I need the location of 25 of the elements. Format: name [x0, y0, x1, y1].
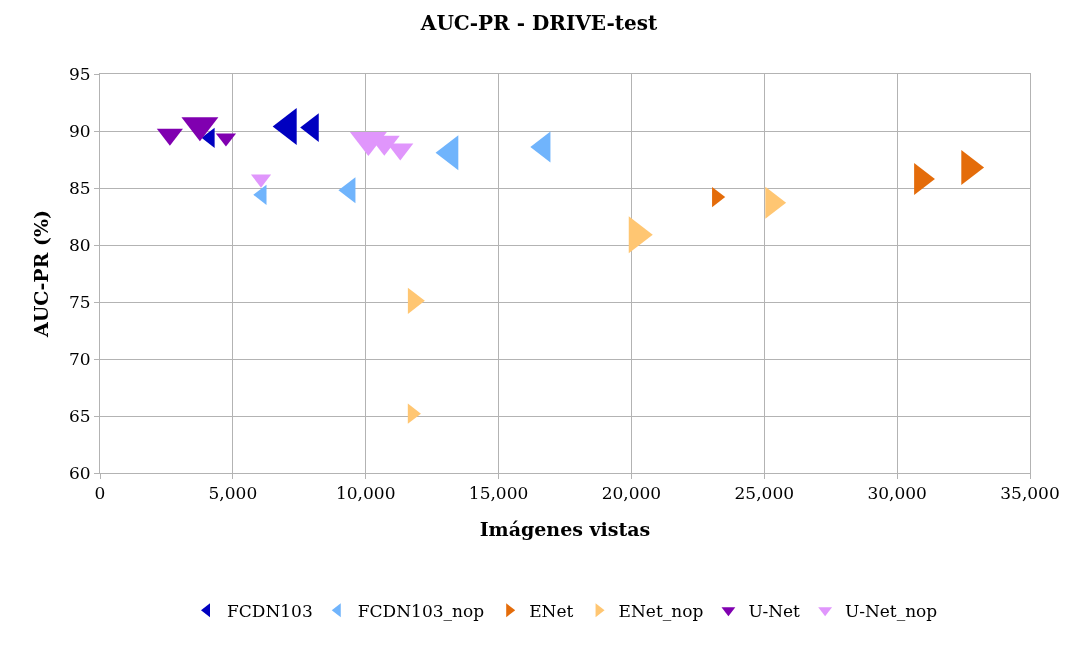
legend-label: FCDN103	[227, 600, 313, 621]
y-tick-label: 65	[68, 405, 91, 426]
legend-label: U-Net_nop	[845, 600, 938, 621]
y-tick-label: 85	[68, 177, 91, 198]
y-axis-title: AUC-PR (%)	[29, 209, 52, 339]
legend-label: ENet_nop	[618, 600, 704, 621]
x-tick-label: 35,000	[1000, 483, 1060, 504]
x-tick-label: 10,000	[335, 483, 396, 504]
y-tick-label: 95	[68, 63, 91, 84]
x-tick-label: 20,000	[601, 483, 662, 504]
x-axis-title: Imágenes vistas	[479, 518, 651, 541]
y-tick-label: 70	[68, 348, 91, 369]
y-tick-label: 75	[68, 291, 91, 312]
x-tick-label: 25,000	[734, 483, 795, 504]
y-tick-label: 60	[68, 462, 91, 483]
legend-label: U-Net	[748, 600, 801, 621]
x-tick-label: 15,000	[468, 483, 529, 504]
x-tick-label: 0	[94, 483, 106, 504]
legend-label: FCDN103_nop	[357, 600, 485, 621]
y-tick-label: 80	[68, 234, 91, 255]
x-tick-label: 5,000	[208, 483, 258, 504]
legend-label: ENet	[529, 600, 574, 621]
x-tick-label: 30,000	[867, 483, 927, 504]
y-tick-label: 90	[68, 120, 91, 141]
chart-title: AUC-PR - DRIVE-test	[419, 11, 658, 36]
